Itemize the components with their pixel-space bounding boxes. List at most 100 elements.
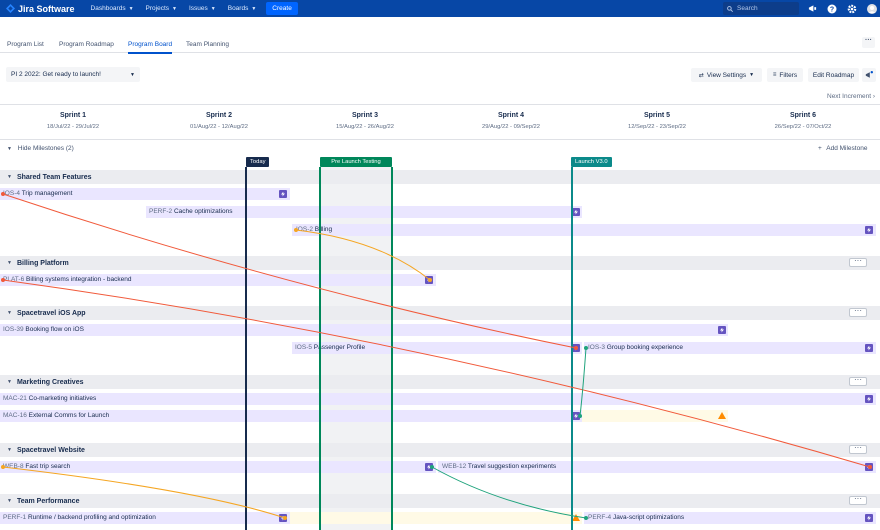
search-input[interactable]: Search — [723, 2, 799, 15]
feature-label: IOS-5 Passenger Profile — [295, 344, 365, 351]
team-more-button[interactable]: ··· — [849, 376, 867, 386]
create-button[interactable]: Create — [266, 2, 298, 15]
tab-team-planning[interactable]: Team Planning — [186, 41, 229, 48]
team-more-button[interactable]: ··· — [849, 307, 867, 317]
team-more-button[interactable]: ··· — [849, 257, 867, 267]
feature-row: IOS-39 Booking flow on iOS — [0, 323, 880, 338]
launch-milestone[interactable]: Launch V3.0 — [571, 157, 612, 167]
epic-icon — [865, 395, 873, 403]
feature-row: PERF-2 Cache optimizations — [0, 205, 880, 220]
feature-card[interactable] — [292, 224, 876, 236]
feature-label: IOS-4 Trip management — [3, 190, 72, 197]
notifications-icon[interactable] — [807, 3, 818, 14]
chevron-down-icon: ▼ — [7, 260, 12, 266]
feature-card[interactable] — [0, 393, 876, 405]
filters-button[interactable]: ≡ Filters — [767, 68, 803, 82]
sprint-dates: 26/Sep/22 - 07/Oct/22 — [774, 124, 832, 130]
divider — [0, 139, 880, 140]
sprint-name: Sprint 1 — [59, 112, 87, 119]
epic-icon — [865, 226, 873, 234]
feature-overrun — [290, 512, 582, 524]
sprint-header: Sprint 6 26/Sep/22 - 07/Oct/22 — [730, 112, 876, 130]
filters-label: Filters — [779, 71, 798, 79]
epic-icon — [865, 463, 873, 471]
program-tabs: Program List Program Roadmap Program Boa… — [0, 33, 880, 54]
feature-key: WEB-12 — [442, 463, 467, 470]
help-icon[interactable]: ? — [826, 3, 837, 14]
epic-icon — [572, 344, 580, 352]
next-increment-label: Next Increment — [827, 93, 872, 100]
epic-icon — [425, 276, 433, 284]
avatar[interactable] — [866, 3, 877, 14]
chevron-down-icon: ▼ — [130, 71, 135, 78]
chevron-down-icon: ▼ — [210, 5, 216, 12]
search-placeholder: Search — [737, 5, 758, 12]
feature-key: MAC-21 — [3, 395, 27, 402]
more-actions-button[interactable]: ··· — [862, 37, 875, 48]
team-header[interactable]: ▼ Shared Team Features — [0, 170, 880, 184]
team-header[interactable]: ▼ Marketing Creatives ··· — [0, 375, 880, 389]
feature-key: PERF-4 — [588, 514, 612, 521]
team-header[interactable]: ▼ Team Performance ··· — [0, 494, 880, 508]
tab-program-list[interactable]: Program List — [7, 41, 44, 48]
settings-gear-icon[interactable] — [846, 3, 857, 14]
feature-row: IOS-5 Passenger Profile IOS-3 Group book… — [0, 341, 880, 356]
team-more-button[interactable]: ··· — [849, 495, 867, 505]
nav-projects[interactable]: Projects ▼ — [146, 5, 177, 12]
search-icon — [727, 5, 733, 12]
chevron-down-icon: ▼ — [172, 5, 177, 12]
edit-roadmap-button[interactable]: Edit Roadmap — [808, 68, 859, 82]
megaphone-icon — [865, 71, 873, 78]
feature-card[interactable] — [0, 324, 728, 336]
feature-card[interactable] — [584, 512, 876, 524]
pre-launch-testing-milestone[interactable]: Pre Launch Testing — [320, 157, 392, 167]
chevron-down-icon: ▼ — [749, 72, 755, 78]
feature-title: Billing systems integration - backend — [26, 276, 132, 283]
jira-logo[interactable]: Jira Software — [6, 4, 75, 14]
sprint-dates: 18/Jul/22 - 29/Jul/22 — [46, 124, 100, 130]
team-header[interactable]: ▼ Billing Platform ··· — [0, 256, 880, 270]
feature-label: IOS-2 Billing — [296, 226, 332, 233]
feature-label: IOS-3 Group booking experience — [588, 344, 683, 351]
epic-icon — [865, 514, 873, 522]
team-more-button[interactable]: ··· — [849, 444, 867, 454]
feature-title: External Comms for Launch — [28, 412, 110, 419]
warning-icon[interactable] — [718, 412, 726, 419]
nav-issues[interactable]: Issues ▼ — [189, 5, 216, 12]
announce-button[interactable] — [862, 68, 876, 82]
sprint-name: Sprint 5 — [643, 112, 671, 119]
sprint-name: Sprint 2 — [205, 112, 233, 119]
team-header[interactable]: ▼ Spacetravel iOS App ··· — [0, 306, 880, 320]
sprint-header: Sprint 2 01/Aug/22 - 12/Aug/22 — [146, 112, 292, 130]
chevron-right-icon: › — [872, 93, 876, 100]
nav-boards[interactable]: Boards ▼ — [228, 5, 257, 12]
feature-label: PERF-2 Cache optimizations — [149, 208, 232, 215]
today-line — [245, 167, 247, 530]
feature-overrun — [582, 410, 728, 422]
team-header[interactable]: ▼ Spacetravel Website ··· — [0, 443, 880, 457]
feature-label: IOS-39 Booking flow on iOS — [3, 326, 84, 333]
feature-title: Billing — [314, 226, 333, 233]
add-milestone-label: Add Milestone — [826, 145, 868, 152]
warning-icon[interactable] — [572, 514, 580, 521]
tab-program-board[interactable]: Program Board — [128, 41, 173, 54]
hide-milestones-toggle[interactable]: ▼ Hide Milestones (2) — [7, 145, 74, 152]
epic-icon — [718, 326, 726, 334]
feature-title: Trip management — [21, 190, 73, 197]
pre-launch-end-line — [391, 167, 393, 530]
feature-label: PERF-4 Java-script optimizations — [588, 514, 684, 521]
view-settings-button[interactable]: ⇄ View Settings ▼ — [691, 68, 762, 82]
nav-dashboards[interactable]: Dashboards ▼ — [91, 5, 134, 12]
feature-key: IOS-2 — [296, 226, 313, 233]
program-increment-select[interactable]: PI 2 2022: Get ready to launch! ▼ — [6, 67, 140, 82]
feature-row: PERF-1 Runtime / backend profiling and o… — [0, 511, 880, 526]
feature-label: MAC-16 External Comms for Launch — [3, 412, 109, 419]
feature-title: Booking flow on iOS — [25, 326, 84, 333]
next-increment-link[interactable]: Next Increment › — [827, 93, 875, 100]
tab-program-roadmap[interactable]: Program Roadmap — [59, 41, 114, 48]
feature-row: MAC-21 Co-marketing initiatives — [0, 392, 880, 407]
feature-title: Co-marketing initiatives — [28, 395, 97, 402]
top-navigation: Jira Software Dashboards ▼ Projects ▼ Issu… — [0, 0, 880, 17]
add-milestone-button[interactable]: + Add Milestone — [818, 145, 867, 152]
sprint-name: Sprint 4 — [497, 112, 525, 119]
